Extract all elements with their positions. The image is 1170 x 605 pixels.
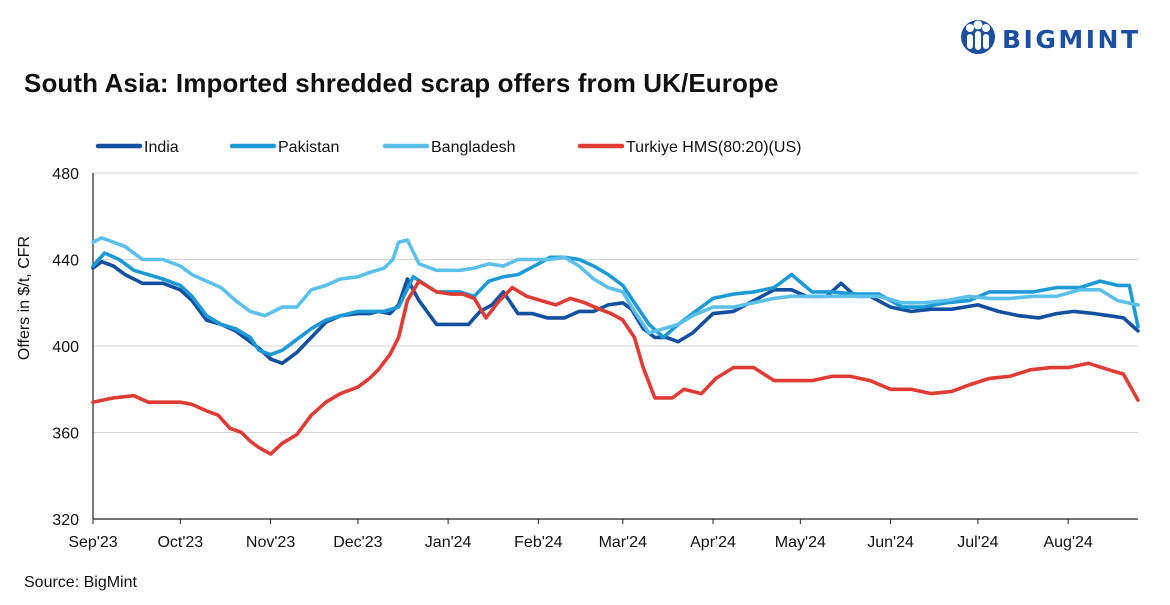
- x-tick-label: Jun'24: [867, 534, 914, 551]
- axes: [92, 173, 1138, 520]
- legend-label-pakistan: Pakistan: [278, 139, 339, 156]
- legend-label-turkiye-hms-80-20-us: Turkiye HMS(80:20)(US): [626, 139, 801, 156]
- legend-label-bangladesh: Bangladesh: [431, 139, 516, 156]
- x-tick-label: Jan'24: [425, 534, 472, 551]
- bigmint-wordmark: BIGMINT: [1002, 25, 1141, 54]
- x-tick-label: May'24: [775, 534, 826, 551]
- legend-label-india: India: [144, 139, 179, 156]
- x-tick-label: Aug'24: [1043, 534, 1092, 551]
- x-tick-label: Dec'23: [333, 534, 382, 551]
- series-line-turkiye-hms-80-20-us: [91, 279, 1140, 456]
- x-tick-label: Mar'24: [599, 534, 648, 551]
- x-tick-label: Nov'23: [246, 534, 295, 551]
- y-tick-label: 440: [52, 253, 79, 270]
- bigmint-logo: BIGMINT: [961, 20, 1141, 54]
- bigmint-logo-mark: [961, 20, 995, 54]
- x-tick-label: Feb'24: [514, 534, 563, 551]
- series-line-bangladesh: [91, 236, 1140, 335]
- y-tick-labels: 320 360 400 440 480: [52, 166, 79, 529]
- x-tick-label: Sep'23: [68, 534, 117, 551]
- x-tick-label: Jul'24: [957, 534, 998, 551]
- gridlines: [93, 172, 1138, 433]
- y-tick-label: 400: [52, 339, 79, 356]
- x-tick-label: Oct'23: [157, 534, 203, 551]
- y-tick-label: 320: [52, 512, 79, 529]
- series-layer: [91, 236, 1140, 456]
- y-tick-label: 360: [52, 426, 79, 443]
- x-tick-label: Apr'24: [690, 534, 736, 551]
- x-tick-labels: Sep'23 Oct'23 Nov'23 Dec'23 Jan'24 Feb'24 Mar'…: [68, 519, 1093, 551]
- legend: India Pakistan Bangladesh Turkiye HMS(80:20…: [95, 139, 801, 156]
- source-note: Source: BigMint: [24, 574, 137, 591]
- y-axis-title: Offers in $/t, CFR: [16, 236, 33, 360]
- chart-title: South Asia: Imported shredded scrap offe…: [24, 68, 779, 98]
- y-tick-label: 480: [52, 166, 79, 183]
